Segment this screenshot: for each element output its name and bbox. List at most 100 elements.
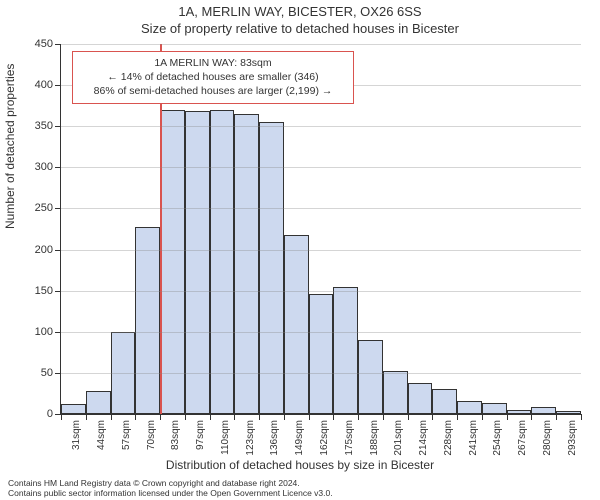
x-tick <box>531 414 532 420</box>
histogram-bar <box>531 407 556 414</box>
y-tick-label: 100 <box>35 326 53 338</box>
y-tick-label: 200 <box>35 244 53 256</box>
footer-line1: Contains HM Land Registry data © Crown c… <box>8 478 333 488</box>
x-tick-label: 254sqm <box>492 420 503 456</box>
histogram-bar <box>432 389 457 414</box>
histogram-bar <box>309 294 334 414</box>
histogram-bar <box>358 340 383 414</box>
histogram-bar <box>556 411 581 414</box>
y-tick <box>55 167 61 168</box>
x-tick-label: 267sqm <box>517 420 528 456</box>
y-tick <box>55 126 61 127</box>
histogram-bar <box>482 403 507 415</box>
y-tick-label: 400 <box>35 79 53 91</box>
x-tick <box>185 414 186 420</box>
gridline <box>61 208 581 209</box>
x-tick-label: 136sqm <box>269 420 280 456</box>
x-axis-label: Distribution of detached houses by size … <box>0 458 600 472</box>
gridline <box>61 373 581 374</box>
x-tick-label: 31sqm <box>71 420 82 450</box>
histogram-bar <box>234 114 259 414</box>
y-tick <box>55 250 61 251</box>
x-tick-label: 175sqm <box>344 420 355 456</box>
histogram-bar <box>135 227 160 414</box>
x-tick <box>160 414 161 420</box>
x-tick <box>61 414 62 420</box>
x-tick <box>383 414 384 420</box>
y-tick-label: 350 <box>35 120 53 132</box>
x-tick <box>234 414 235 420</box>
x-tick <box>86 414 87 420</box>
x-tick <box>556 414 557 420</box>
footer-line2: Contains public sector information licen… <box>8 488 333 498</box>
x-tick-label: 110sqm <box>220 420 231 455</box>
x-tick <box>408 414 409 420</box>
y-tick <box>55 373 61 374</box>
x-tick <box>581 414 582 420</box>
histogram-bar <box>185 111 210 414</box>
x-tick-label: 70sqm <box>146 420 157 450</box>
annotation-line1: 1A MERLIN WAY: 83sqm <box>79 56 347 70</box>
x-tick <box>333 414 334 420</box>
annotation-line2: ← 14% of detached houses are smaller (34… <box>79 70 347 84</box>
chart-subtitle: Size of property relative to detached ho… <box>0 21 600 36</box>
x-tick-label: 57sqm <box>121 420 132 450</box>
histogram-bar <box>457 401 482 414</box>
gridline <box>61 332 581 333</box>
x-tick-label: 123sqm <box>245 420 256 456</box>
x-tick <box>111 414 112 420</box>
y-tick-label: 250 <box>35 202 53 214</box>
chart-container: 1A, MERLIN WAY, BICESTER, OX26 6SS Size … <box>0 0 600 500</box>
histogram-bar <box>160 110 185 414</box>
x-tick <box>210 414 211 420</box>
x-tick-label: 241sqm <box>468 420 479 456</box>
histogram-bar <box>408 383 433 414</box>
x-tick-label: 280sqm <box>542 420 553 456</box>
x-tick-label: 214sqm <box>418 420 429 456</box>
y-tick <box>55 332 61 333</box>
x-tick <box>135 414 136 420</box>
gridline <box>61 250 581 251</box>
x-tick-label: 97sqm <box>195 420 206 450</box>
x-tick <box>284 414 285 420</box>
gridline <box>61 167 581 168</box>
x-tick-label: 149sqm <box>294 420 305 456</box>
x-tick <box>482 414 483 420</box>
histogram-bar <box>284 235 309 414</box>
x-tick <box>457 414 458 420</box>
y-tick-label: 300 <box>35 161 53 173</box>
x-tick <box>358 414 359 420</box>
attribution-footer: Contains HM Land Registry data © Crown c… <box>8 478 333 498</box>
x-tick <box>432 414 433 420</box>
x-tick-label: 162sqm <box>319 420 330 456</box>
x-tick-label: 228sqm <box>443 420 454 456</box>
histogram-bar <box>61 404 86 414</box>
histogram-bar <box>86 391 111 414</box>
annotation-box: 1A MERLIN WAY: 83sqm ← 14% of detached h… <box>72 51 354 104</box>
y-tick-label: 50 <box>41 367 53 379</box>
y-tick-label: 0 <box>47 408 53 420</box>
gridline <box>61 44 581 45</box>
gridline <box>61 291 581 292</box>
y-tick <box>55 44 61 45</box>
y-tick <box>55 291 61 292</box>
x-tick-label: 188sqm <box>369 420 380 456</box>
annotation-line3: 86% of semi-detached houses are larger (… <box>79 84 347 98</box>
x-tick <box>507 414 508 420</box>
histogram-bar <box>333 287 358 414</box>
x-tick <box>259 414 260 420</box>
y-tick-label: 450 <box>35 38 53 50</box>
x-tick-label: 83sqm <box>170 420 181 450</box>
histogram-bar <box>259 122 284 414</box>
x-tick-label: 44sqm <box>96 420 107 450</box>
gridline <box>61 126 581 127</box>
histogram-bar <box>507 410 532 414</box>
x-tick-label: 201sqm <box>393 420 404 456</box>
histogram-bar <box>383 371 408 414</box>
y-tick <box>55 85 61 86</box>
x-tick-label: 293sqm <box>567 420 578 456</box>
x-tick <box>309 414 310 420</box>
chart-title-address: 1A, MERLIN WAY, BICESTER, OX26 6SS <box>0 4 600 19</box>
y-tick-label: 150 <box>35 285 53 297</box>
histogram-bar <box>210 110 235 414</box>
